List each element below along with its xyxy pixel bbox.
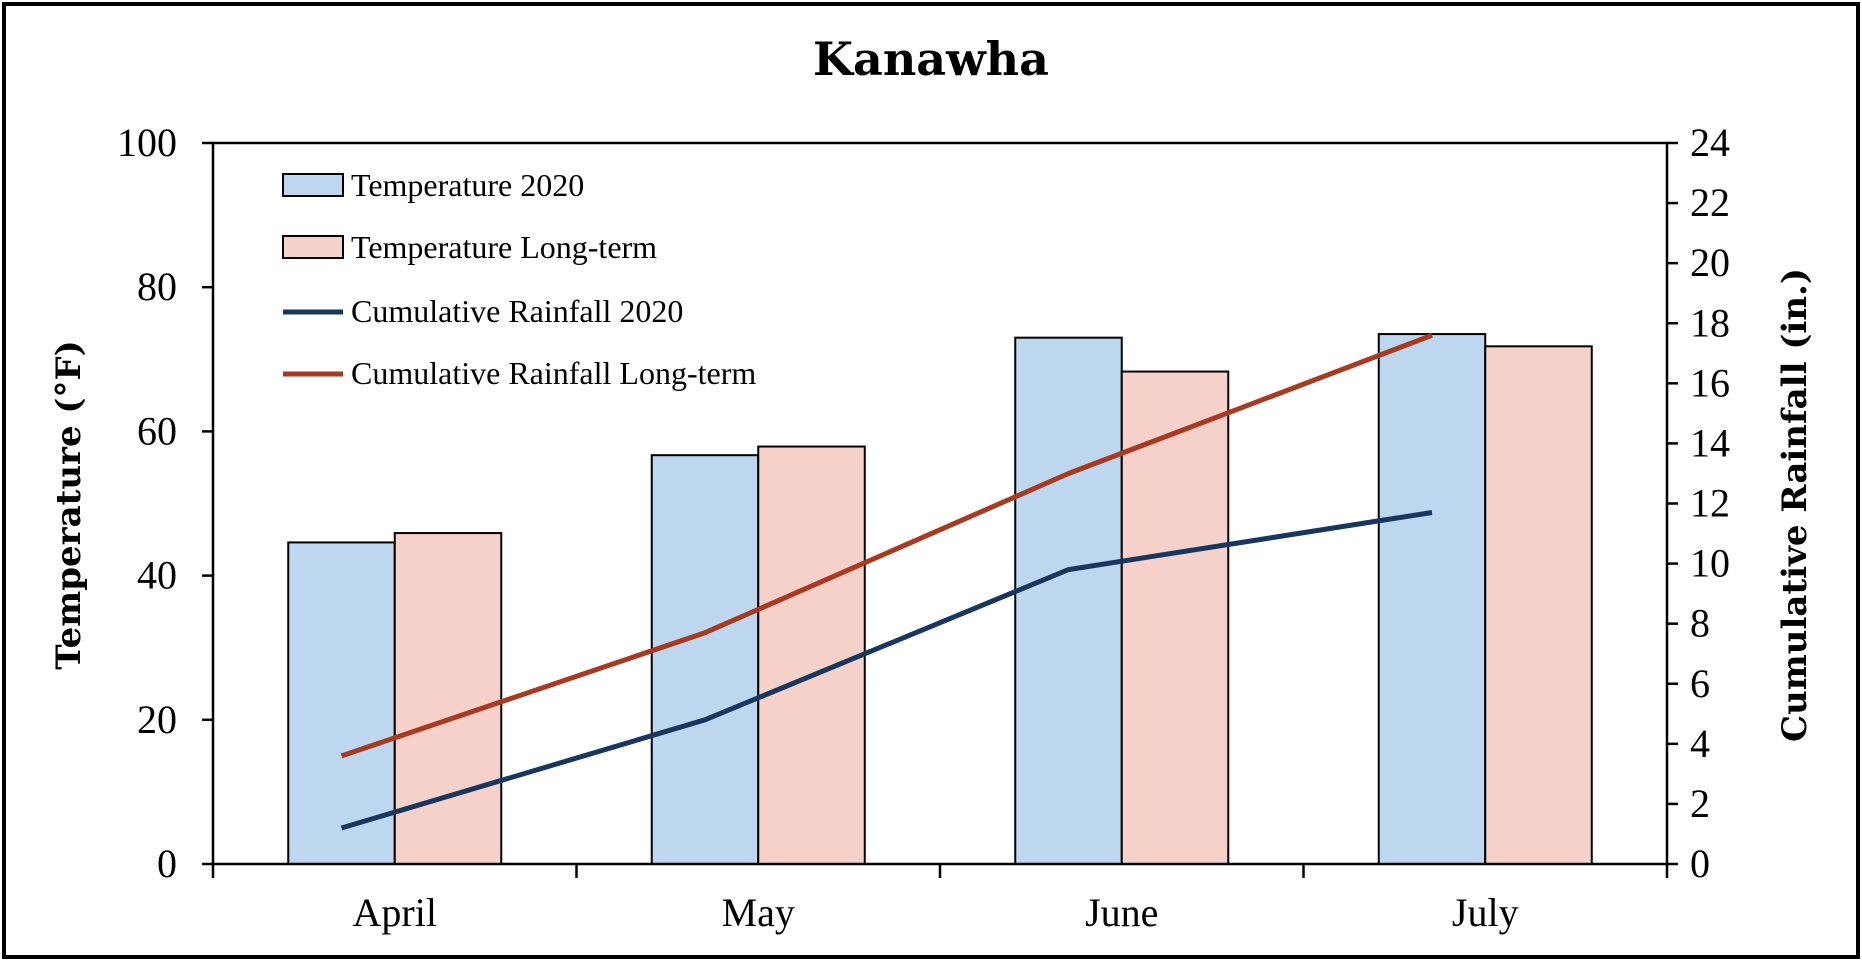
bar-0-april xyxy=(287,541,396,866)
x-tick-label: April xyxy=(353,890,437,935)
legend-swatch-0 xyxy=(282,173,344,197)
y-right-tick-label: 2 xyxy=(1690,781,1710,826)
bar-1-july xyxy=(1484,345,1593,865)
y-left-tick-label: 40 xyxy=(137,553,177,598)
bar-1-june xyxy=(1120,370,1230,865)
x-tick-label: July xyxy=(1452,890,1519,935)
legend: Temperature 2020 Temperature Long-term Cum… xyxy=(282,167,756,391)
y-right-tick-label: 4 xyxy=(1690,721,1710,766)
y-axis-title-left: Temperature (°F) xyxy=(49,340,89,669)
bars-group xyxy=(287,333,1593,866)
y-right-tick-label: 10 xyxy=(1690,541,1730,586)
chart-title: Kanawha xyxy=(813,32,1049,86)
lines-group xyxy=(340,332,1433,831)
y-right-tick-label: 22 xyxy=(1690,180,1730,225)
bar-1-april xyxy=(393,532,503,865)
y-left-tick-label: 0 xyxy=(157,841,177,886)
y-left-tick-label: 60 xyxy=(137,408,177,453)
bar-0-july xyxy=(1377,333,1487,865)
bar-1-may xyxy=(757,445,866,865)
y-left-tick-label: 20 xyxy=(137,697,177,742)
y-right-tick-label: 6 xyxy=(1690,661,1710,706)
x-tick-label: May xyxy=(722,890,795,935)
legend-swatch-1 xyxy=(282,235,344,259)
y-right-tick-label: 8 xyxy=(1690,601,1710,646)
bar-0-may xyxy=(650,454,760,865)
legend-label-0: Temperature 2020 xyxy=(351,167,584,203)
y-left-tick-label: 100 xyxy=(117,120,177,165)
y-right-tick-label: 18 xyxy=(1690,300,1730,345)
x-tick-label: June xyxy=(1085,890,1158,935)
line-series-1 xyxy=(340,332,1433,759)
legend-label-1: Temperature Long-term xyxy=(351,229,657,265)
x-axis: April May June July xyxy=(211,864,1669,935)
line-series-0 xyxy=(340,510,1433,831)
legend-label-3: Cumulative Rainfall Long-term xyxy=(351,355,756,391)
y-right-tick-label: 20 xyxy=(1690,240,1730,285)
y-right-tick-label: 0 xyxy=(1690,841,1710,886)
bar-0-june xyxy=(1014,336,1123,866)
y-axis-title-right: Cumulative Rainfall (in.) xyxy=(1775,268,1815,742)
y-right-tick-label: 14 xyxy=(1690,420,1730,465)
y-right-tick-label: 16 xyxy=(1690,360,1730,405)
legend-label-2: Cumulative Rainfall 2020 xyxy=(351,293,683,329)
y-axis-left: 0 20 40 60 80 100 xyxy=(117,120,213,886)
y-right-tick-label: 24 xyxy=(1690,120,1730,165)
y-left-tick-label: 80 xyxy=(137,264,177,309)
y-right-tick-label: 12 xyxy=(1690,481,1730,526)
